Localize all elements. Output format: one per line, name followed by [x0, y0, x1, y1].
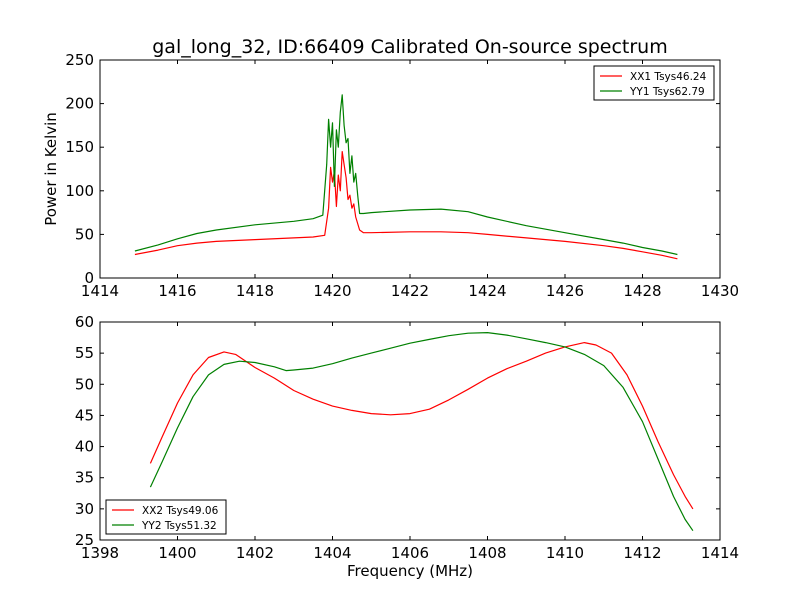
x-tick-label: 1398 — [81, 544, 119, 562]
x-tick-label: 1404 — [313, 544, 351, 562]
x-tick-label: 1400 — [158, 544, 196, 562]
y-tick-label: 50 — [75, 225, 94, 243]
y-tick-label: 35 — [75, 469, 94, 487]
x-tick-label: 1416 — [158, 282, 196, 300]
legend-label: XX1 Tsys46.24 — [630, 71, 707, 83]
y-tick-label: 150 — [65, 138, 94, 156]
x-tick-label: 1406 — [391, 544, 429, 562]
legend-box — [105, 499, 227, 535]
chart-panel-1: 1414 1416 1418 1420 1422 1424 1426 1428 1430 0 50 1… — [42, 51, 739, 300]
y-tick-label: 55 — [75, 344, 94, 362]
y-tick-label: 50 — [75, 375, 94, 393]
series-line-2 — [149, 332, 694, 532]
legend: XX2 Tsys49.06 YY2 Tsys51.32 — [105, 499, 227, 535]
legend-label: YY1 Tsys62.79 — [629, 86, 705, 98]
x-tick-label: 1420 — [313, 282, 351, 300]
y-tick-label: 250 — [65, 51, 94, 69]
x-tick-label: 1414 — [701, 544, 739, 562]
y-tick-label: 45 — [75, 406, 94, 424]
legend-label: YY2 Tsys51.32 — [141, 520, 217, 532]
x-tick-label: 1412 — [623, 544, 661, 562]
x-tick-label: 1428 — [623, 282, 661, 300]
series-line-1 — [149, 342, 694, 510]
y-tick-label: 40 — [75, 438, 94, 456]
x-tick-label: 1422 — [391, 282, 429, 300]
x-tick-label: 1418 — [236, 282, 274, 300]
x-tick-label: 1424 — [468, 282, 506, 300]
y-tick-label: 0 — [84, 269, 94, 287]
series-line-2 — [134, 94, 678, 256]
y-tick-label: 200 — [65, 95, 94, 113]
chart-title: gal_long_32, ID:66409 Calibrated On-sour… — [152, 36, 667, 58]
y-tick-label: 30 — [75, 500, 94, 518]
x-tick-label: 1426 — [546, 282, 584, 300]
x-tick-label: 1430 — [701, 282, 739, 300]
y-tick-label: 100 — [65, 182, 94, 200]
x-tick-label: 1402 — [236, 544, 274, 562]
x-tick-label: 1414 — [81, 282, 119, 300]
legend-label: XX2 Tsys49.06 — [142, 505, 219, 517]
legend: XX1 Tsys46.24 YY1 Tsys62.79 — [593, 65, 715, 101]
x-tick-label: 1408 — [468, 544, 506, 562]
chart-panel-2: 1398 1400 1402 1404 1406 1408 1410 1412 1414 25 30… — [75, 313, 739, 580]
y-tick-label: 60 — [75, 313, 94, 331]
y-tick-label: 25 — [75, 531, 94, 549]
x-tick-label: 1410 — [546, 544, 584, 562]
legend-box — [593, 65, 715, 101]
y-axis-label: Power in Kelvin — [42, 112, 60, 226]
series-line-1 — [134, 151, 678, 260]
x-axis-label: Frequency (MHz) — [347, 562, 473, 580]
